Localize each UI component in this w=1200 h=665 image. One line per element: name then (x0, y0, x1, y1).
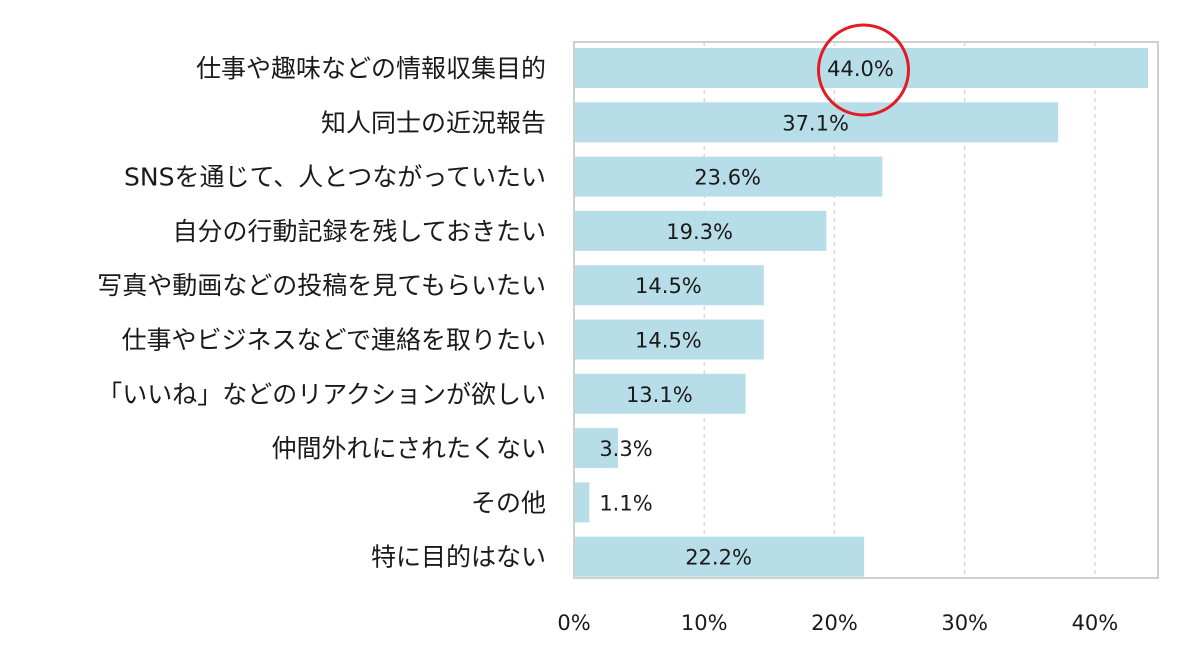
highlight-circle (817, 23, 910, 117)
data-label-7: 13.1% (626, 383, 693, 407)
category-label-2: 知人同士の近況報告 (321, 108, 546, 137)
data-label-3: 23.6% (694, 166, 761, 190)
x-tick-label-10: 10% (681, 611, 728, 635)
bar-2 (575, 102, 1059, 143)
bar-6 (575, 319, 764, 360)
x-tick-label-0: 0% (557, 611, 590, 635)
data-label-5: 14.5% (635, 274, 702, 298)
bar-5 (575, 265, 764, 306)
category-label-4: 自分の行動記録を残しておきたい (172, 217, 546, 246)
data-label-4: 19.3% (666, 220, 733, 244)
bar-4 (575, 210, 827, 251)
bar-10 (575, 536, 865, 577)
data-label-6: 14.5% (635, 329, 702, 353)
plot-frame (573, 41, 1159, 579)
bar-1 (575, 48, 1148, 88)
data-label-2: 37.1% (782, 111, 849, 135)
category-label-5: 写真や動画などの投稿を見てもらいたい (97, 271, 546, 300)
x-tick-label-40: 40% (1072, 611, 1119, 635)
data-label-9: 1.1% (599, 491, 652, 515)
category-label-10: 特に目的はない (371, 543, 546, 572)
category-label-7: 「いいね」などのリアクションが欲しい (97, 380, 546, 409)
data-label-1: 44.0% (827, 57, 894, 81)
category-label-1: 仕事や趣味などの情報収集目的 (196, 54, 546, 83)
bar-3 (575, 156, 883, 197)
bar-7 (575, 373, 746, 414)
x-tick-label-30: 30% (941, 611, 988, 635)
bar-8 (575, 428, 618, 469)
data-label-8: 3.3% (599, 437, 652, 461)
category-label-8: 仲間外れにされたくない (271, 434, 546, 463)
bar-9 (575, 482, 590, 523)
x-tick-label-20: 20% (811, 611, 858, 635)
data-label-10: 22.2% (685, 546, 752, 570)
category-label-9: その他 (471, 488, 546, 517)
category-label-3: SNSを通じて、人とつながっていたい (124, 163, 546, 192)
category-label-6: 仕事やビジネスなどで連絡を取りたい (121, 326, 546, 355)
